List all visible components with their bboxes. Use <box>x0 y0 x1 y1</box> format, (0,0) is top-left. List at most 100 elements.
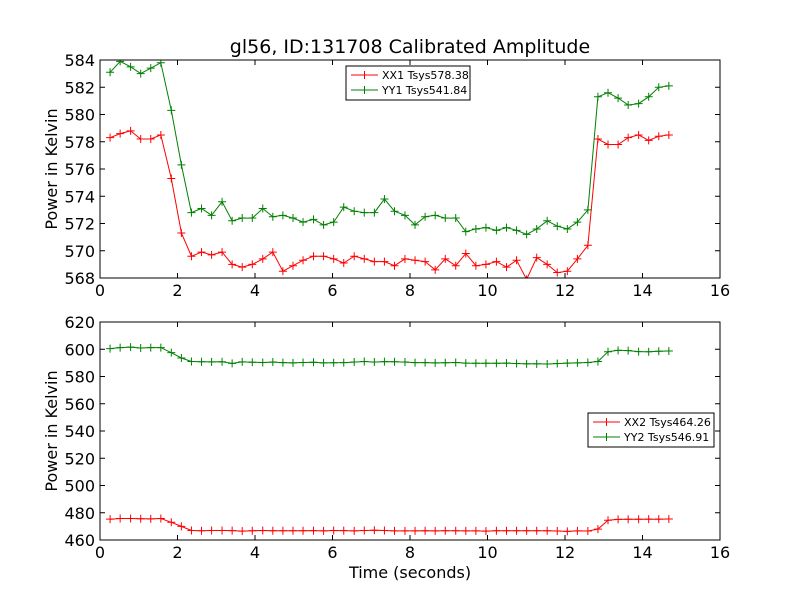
data-point <box>481 527 490 536</box>
data-point <box>481 260 490 269</box>
y-axis-label: Power in Kelvin <box>42 370 61 491</box>
data-point <box>451 214 460 223</box>
series-line-yy1 <box>109 60 669 235</box>
data-point <box>471 224 480 233</box>
x-tick-label: 10 <box>477 281 497 300</box>
data-point <box>218 197 227 206</box>
y-tick-label: 584 <box>64 51 95 70</box>
data-point <box>339 526 348 535</box>
data-point <box>543 359 552 368</box>
data-point <box>624 133 633 142</box>
data-point <box>593 357 602 366</box>
data-point <box>380 257 389 266</box>
x-tick-label: 8 <box>405 281 415 300</box>
x-tick-label: 4 <box>250 543 260 562</box>
data-point <box>512 359 521 368</box>
data-point <box>583 527 592 536</box>
data-point <box>329 254 338 263</box>
data-point <box>126 343 135 352</box>
y-tick-label: 568 <box>64 269 95 288</box>
data-point <box>299 218 308 227</box>
data-point <box>664 130 673 139</box>
data-point <box>654 515 663 524</box>
data-point <box>563 267 572 276</box>
data-point <box>146 64 155 73</box>
data-point <box>319 252 328 261</box>
data-point <box>431 358 440 367</box>
data-point <box>360 526 369 535</box>
data-point <box>451 526 460 535</box>
y-tick-label: 582 <box>64 78 95 97</box>
data-point <box>177 160 186 169</box>
data-point <box>522 230 531 239</box>
data-point <box>664 81 673 90</box>
legend-swatch <box>351 71 378 79</box>
data-point <box>329 218 338 227</box>
data-point <box>309 252 318 261</box>
data-point <box>248 260 257 269</box>
data-point <box>553 268 562 277</box>
data-point <box>167 348 176 357</box>
data-point <box>563 527 572 536</box>
x-tick-label: 16 <box>710 281 730 300</box>
data-point <box>593 92 602 101</box>
data-point <box>400 254 409 263</box>
y-tick-label: 500 <box>64 477 95 496</box>
data-point <box>268 248 277 257</box>
chart-title: gl56, ID:131708 Calibrated Amplitude <box>230 36 590 58</box>
data-point <box>461 359 470 368</box>
data-point <box>431 526 440 535</box>
data-point <box>370 257 379 266</box>
data-point <box>126 514 135 523</box>
data-point <box>532 526 541 535</box>
data-point <box>288 214 297 223</box>
data-point <box>390 526 399 535</box>
data-point <box>106 344 115 353</box>
data-point <box>350 252 359 261</box>
data-point <box>360 357 369 366</box>
data-point <box>461 526 470 535</box>
data-point <box>532 224 541 233</box>
x-tick-label: 0 <box>95 281 105 300</box>
legend-swatch <box>593 433 620 441</box>
data-point <box>380 526 389 535</box>
x-tick-label: 14 <box>632 543 652 562</box>
data-point <box>400 211 409 220</box>
data-point <box>390 207 399 216</box>
data-point <box>421 212 430 221</box>
data-point <box>288 261 297 270</box>
data-point <box>278 358 287 367</box>
data-point <box>502 359 511 368</box>
data-point <box>197 526 206 535</box>
data-point <box>116 343 125 352</box>
data-point <box>309 526 318 535</box>
data-point <box>614 346 623 355</box>
data-point <box>218 526 227 535</box>
data-point <box>126 62 135 71</box>
data-point <box>563 359 572 368</box>
data-point <box>593 525 602 534</box>
data-point <box>644 347 653 356</box>
data-point <box>502 526 511 535</box>
data-point <box>644 92 653 101</box>
data-point <box>339 358 348 367</box>
data-point <box>238 214 247 223</box>
data-point <box>512 526 521 535</box>
data-point <box>167 518 176 527</box>
y-axis-label: Power in Kelvin <box>42 108 61 229</box>
data-point <box>299 256 308 265</box>
data-point <box>624 346 633 355</box>
data-point <box>218 248 227 257</box>
data-point <box>268 526 277 535</box>
data-point <box>177 229 186 238</box>
x-tick-label: 0 <box>95 543 105 562</box>
data-point <box>146 135 155 144</box>
data-point <box>522 526 531 535</box>
legend: XX2 Tsys464.26 YY2 Tsys546.91 <box>587 412 715 448</box>
data-point <box>197 204 206 213</box>
data-point <box>614 515 623 524</box>
x-tick-label: 8 <box>405 543 415 562</box>
data-point <box>604 88 613 97</box>
x-tick-label: 2 <box>172 281 182 300</box>
data-point <box>207 250 216 259</box>
